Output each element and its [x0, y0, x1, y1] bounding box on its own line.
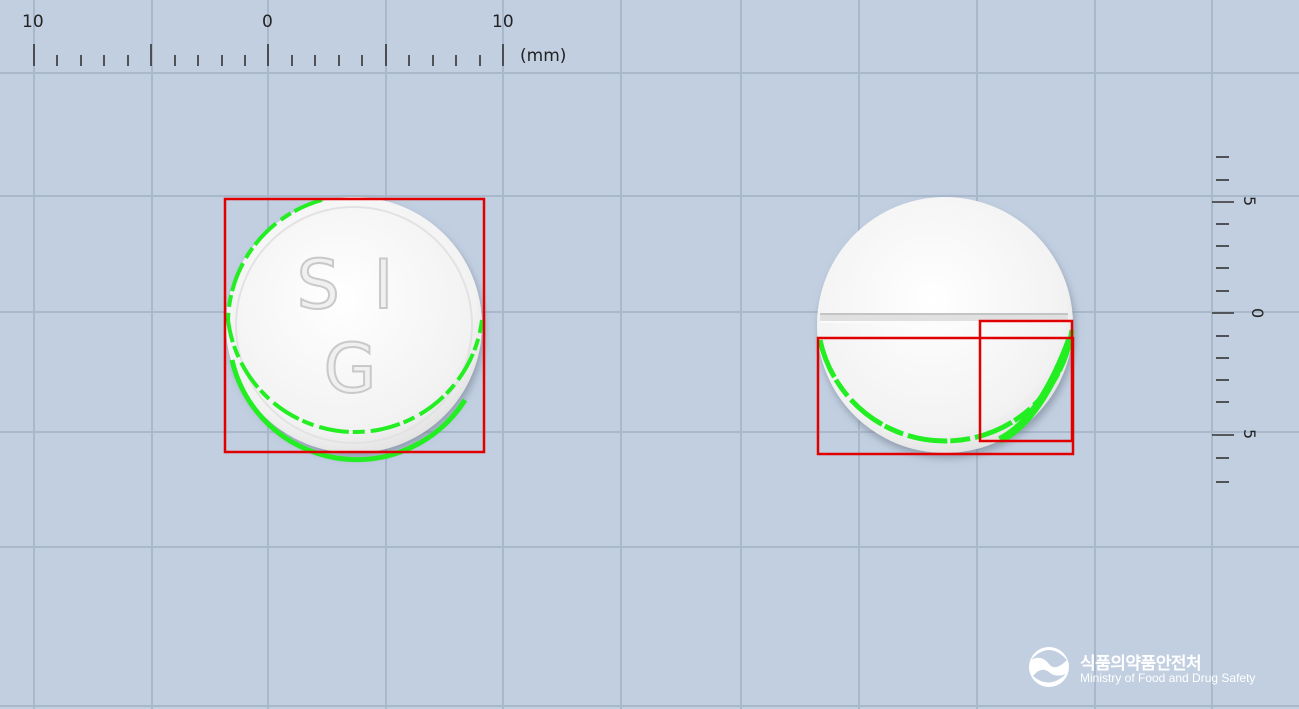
mfds-emblem-icon [1029, 647, 1069, 687]
logo-english-text: Ministry of Food and Drug Safety [1080, 671, 1256, 685]
tablet-front-imprint-line2: G [324, 330, 377, 409]
top-ruler-label-zero: 0 [262, 12, 273, 32]
tablet-front-bounding-box [223, 197, 486, 454]
tablet-front: S I G [223, 197, 486, 463]
right-ruler-labels: 5 0 5 [1240, 196, 1267, 439]
right-ruler-ticks [1212, 156, 1234, 483]
tablet-back-region-box [978, 319, 1074, 443]
top-ruler-label-left: 10 [22, 12, 44, 32]
right-ruler-label-top: 5 [1240, 196, 1259, 206]
tablet-front-imprint-line1: S I [297, 246, 400, 325]
top-ruler-ticks [33, 44, 504, 66]
logo-korean-text: 식품의약품안전처 [1080, 654, 1202, 674]
right-ruler-label-bottom: 5 [1240, 429, 1259, 439]
top-ruler-unit: (mm) [520, 46, 567, 66]
tablet-back [816, 197, 1075, 456]
right-ruler-label-zero: 0 [1248, 308, 1267, 318]
top-ruler-label-right: 10 [492, 12, 514, 32]
